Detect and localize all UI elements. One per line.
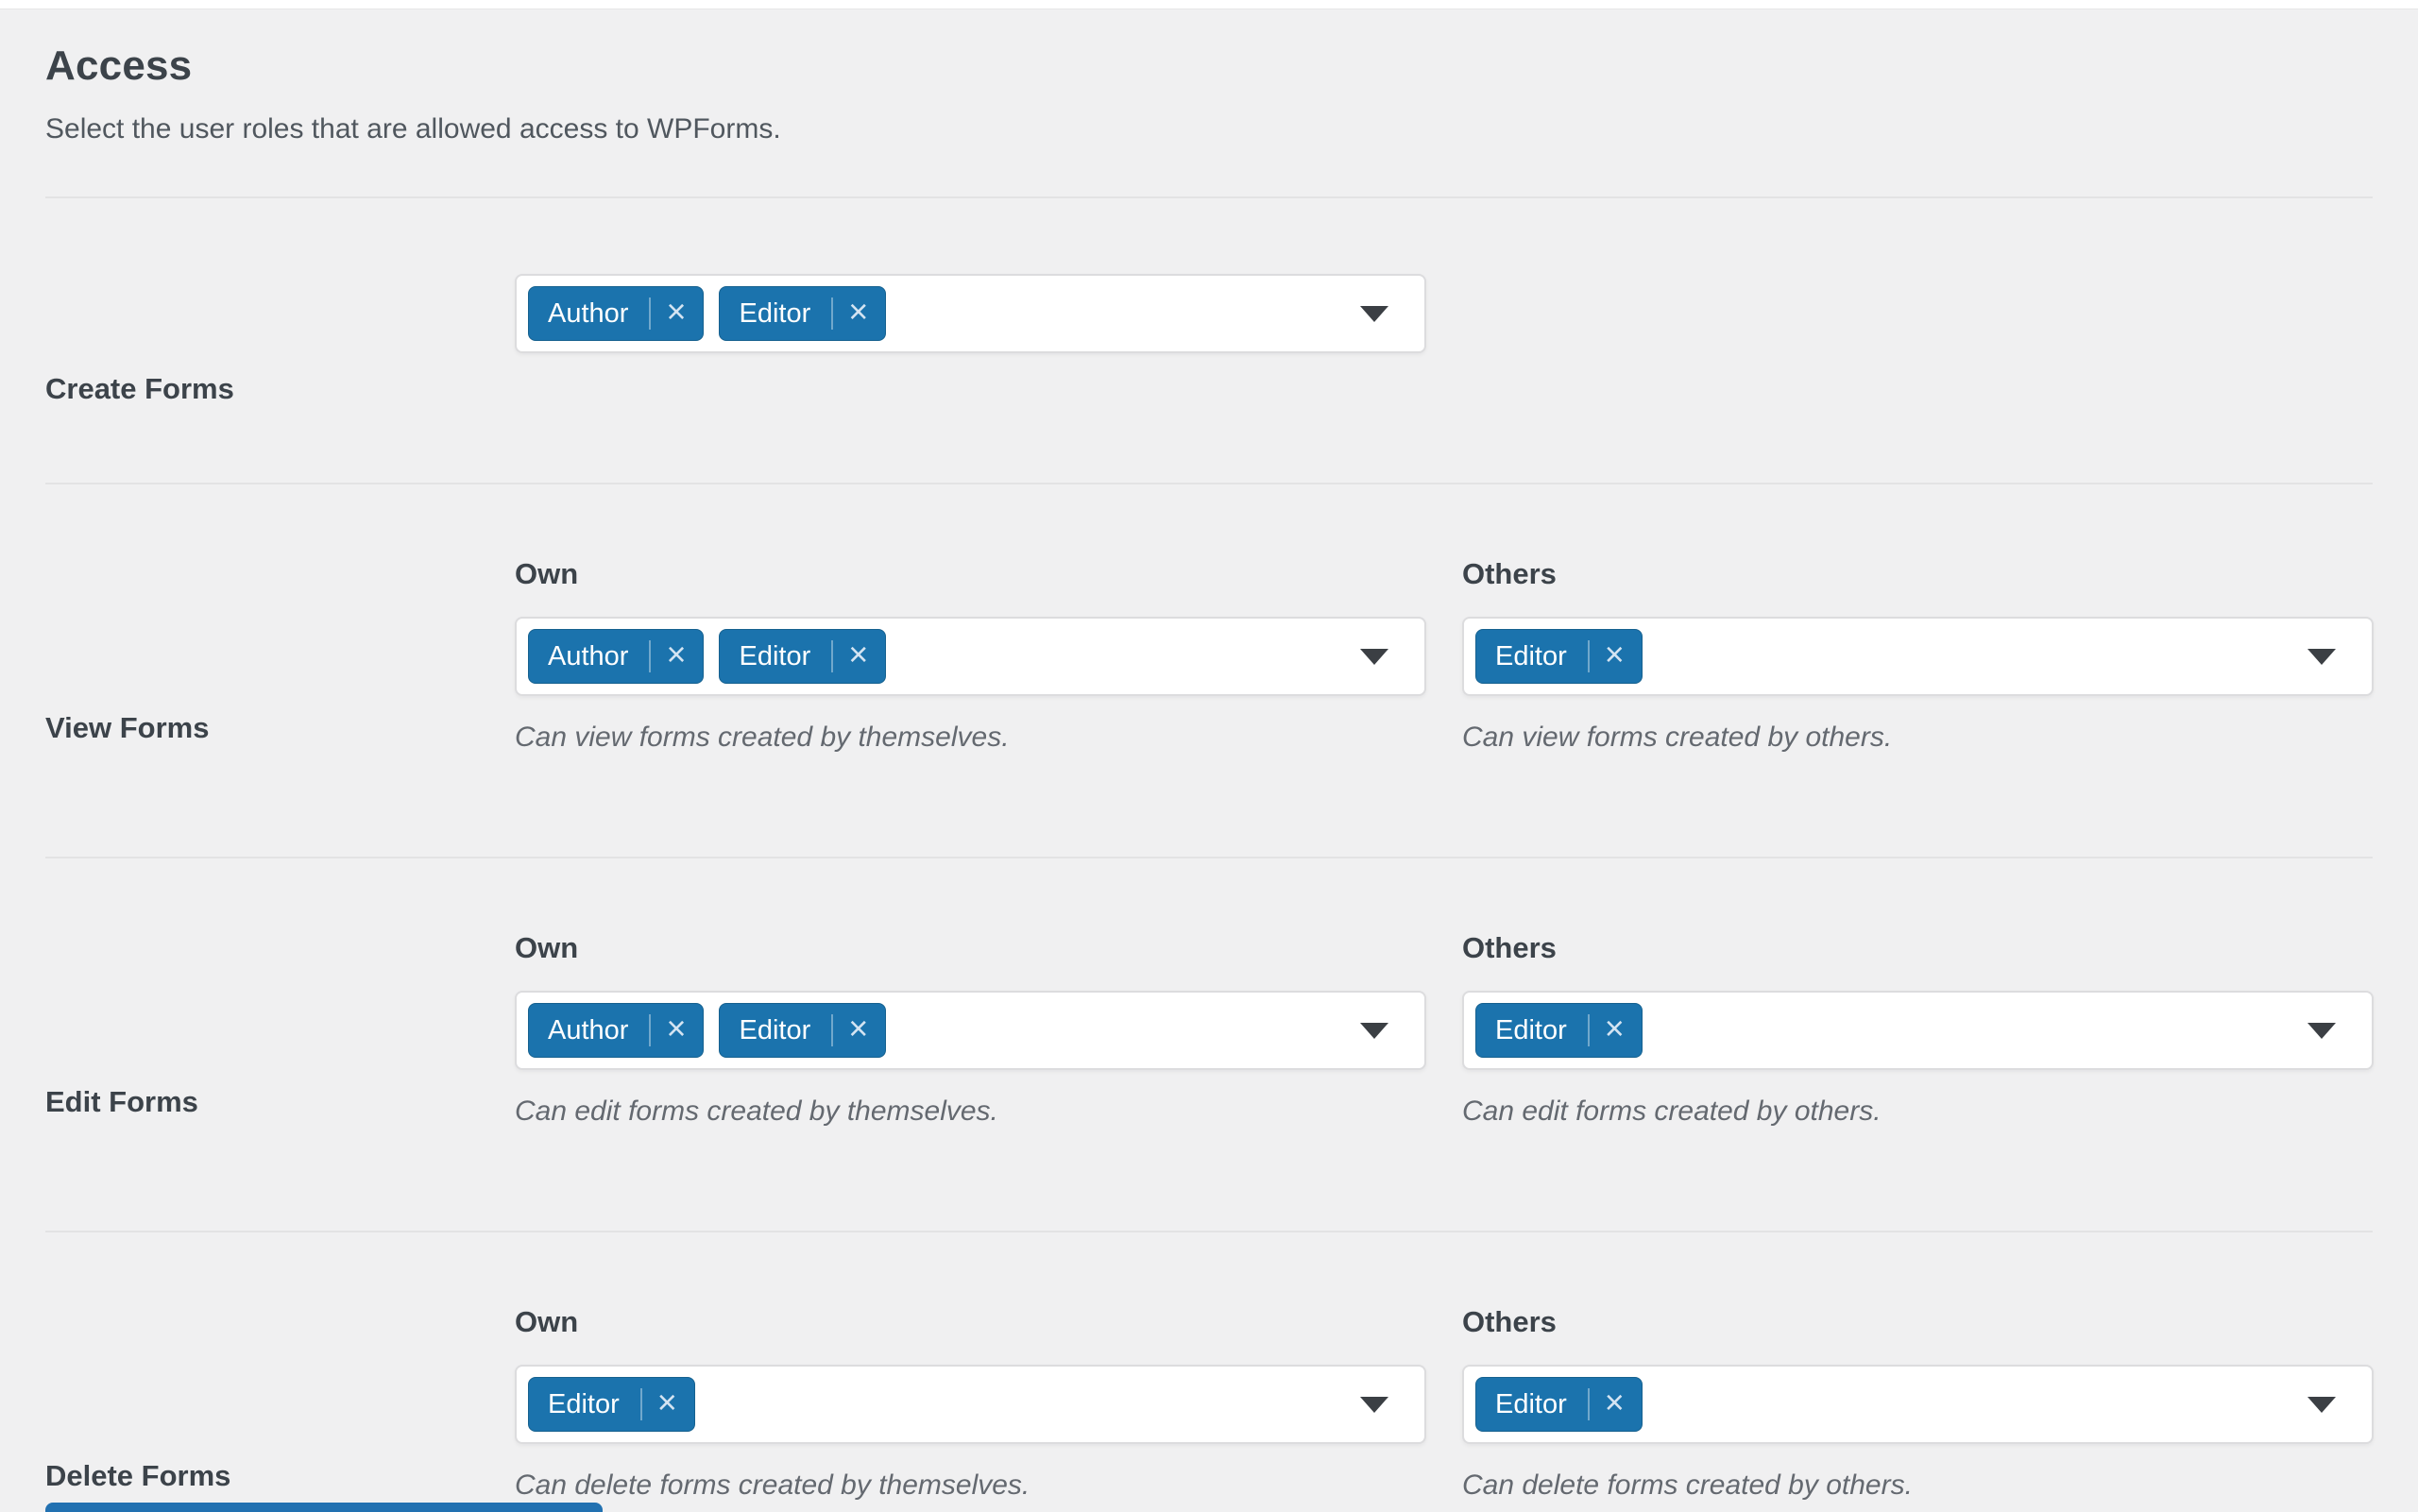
save-settings-button-partial[interactable] (45, 1503, 603, 1512)
dropdown-arrow-icon[interactable] (1360, 1397, 1388, 1413)
dropdown-arrow-icon[interactable] (2307, 1023, 2336, 1039)
setting-label-edit-forms: Edit Forms (45, 1085, 198, 1118)
tag-remove-icon[interactable]: × (666, 292, 687, 331)
dropdown-arrow-icon[interactable] (1360, 306, 1388, 322)
delete-forms-own-select[interactable]: Editor × (515, 1365, 1426, 1444)
tag-divider (649, 1014, 652, 1046)
role-tag-label: Editor (739, 1014, 811, 1045)
access-settings-panel: Access Select the user roles that are al… (0, 43, 2418, 1512)
dropdown-arrow-icon[interactable] (1360, 1023, 1388, 1039)
column-heading-own: Own (515, 931, 579, 964)
role-tag-editor: Editor × (719, 286, 887, 341)
setting-label-delete-forms: Delete Forms (45, 1459, 231, 1492)
column-heading-others: Others (1462, 1305, 1557, 1338)
role-tag-editor: Editor × (1475, 629, 1643, 684)
role-tag-author: Author × (528, 629, 705, 684)
page-description: Select the user roles that are allowed a… (45, 113, 781, 144)
edit-forms-others-select[interactable]: Editor × (1462, 991, 2374, 1070)
field-hint: Can edit forms created by themselves. (515, 1096, 998, 1127)
tag-remove-icon[interactable]: × (848, 635, 869, 673)
field-hint: Can view forms created by others. (1462, 722, 1893, 753)
setting-row-view-forms: View Forms Own Author × Editor × (45, 483, 2374, 857)
edit-forms-own-select[interactable]: Author × Editor × (515, 991, 1426, 1070)
setting-row-create-forms: Create Forms Author × Editor × (45, 196, 2373, 483)
role-tag-author: Author × (528, 1003, 705, 1058)
dropdown-arrow-icon[interactable] (1360, 649, 1388, 665)
top-white-bar (0, 0, 2418, 9)
tag-remove-icon[interactable]: × (1604, 1009, 1625, 1047)
role-tag-label: Editor (548, 1388, 620, 1419)
page-title: Access (45, 42, 193, 89)
tag-remove-icon[interactable]: × (848, 1009, 869, 1047)
setting-label-create-forms: Create Forms (45, 372, 234, 405)
field-hint: Can delete forms created by others. (1462, 1470, 1913, 1501)
tag-remove-icon[interactable]: × (666, 635, 687, 673)
tag-divider (649, 297, 652, 330)
tag-remove-icon[interactable]: × (1604, 635, 1625, 673)
role-tag-editor: Editor × (1475, 1003, 1643, 1058)
role-tag-label: Author (548, 1014, 629, 1045)
role-tag-editor: Editor × (719, 1003, 887, 1058)
view-forms-others-select[interactable]: Editor × (1462, 617, 2374, 696)
role-tag-label: Author (548, 297, 629, 329)
role-tag-label: Editor (1495, 1388, 1567, 1419)
role-tag-author: Author × (528, 286, 705, 341)
role-tag-label: Editor (739, 297, 811, 329)
create-forms-select[interactable]: Author × Editor × (515, 274, 1426, 353)
column-heading-own: Own (515, 557, 579, 590)
field-hint: Can edit forms created by others. (1462, 1096, 1882, 1127)
tag-divider (831, 640, 834, 672)
tag-divider (649, 640, 652, 672)
tag-remove-icon[interactable]: × (666, 1009, 687, 1047)
tag-divider (1587, 1388, 1590, 1420)
tag-divider (831, 297, 834, 330)
setting-label-view-forms: View Forms (45, 711, 210, 744)
role-tag-label: Author (548, 640, 629, 671)
column-heading-others: Others (1462, 557, 1557, 590)
field-hint: Can view forms created by themselves. (515, 722, 1010, 753)
tag-remove-icon[interactable]: × (848, 292, 869, 331)
role-tag-label: Editor (739, 640, 811, 671)
dropdown-arrow-icon[interactable] (2307, 1397, 2336, 1413)
tag-divider (831, 1014, 834, 1046)
dropdown-arrow-icon[interactable] (2307, 649, 2336, 665)
tag-divider (1587, 1014, 1590, 1046)
tag-remove-icon[interactable]: × (656, 1383, 677, 1421)
role-tag-label: Editor (1495, 640, 1567, 671)
setting-row-edit-forms: Edit Forms Own Author × Editor × (45, 857, 2374, 1231)
delete-forms-others-select[interactable]: Editor × (1462, 1365, 2374, 1444)
column-heading-others: Others (1462, 931, 1557, 964)
field-hint: Can delete forms created by themselves. (515, 1470, 1030, 1501)
role-tag-editor: Editor × (719, 629, 887, 684)
role-tag-editor: Editor × (528, 1377, 695, 1432)
tag-divider (1587, 640, 1590, 672)
column-heading-own: Own (515, 1305, 579, 1338)
tag-remove-icon[interactable]: × (1604, 1383, 1625, 1421)
view-forms-own-select[interactable]: Author × Editor × (515, 617, 1426, 696)
setting-row-delete-forms: Delete Forms Own Editor × Can delete for… (45, 1231, 2374, 1512)
role-tag-editor: Editor × (1475, 1377, 1643, 1432)
role-tag-label: Editor (1495, 1014, 1567, 1045)
tag-divider (639, 1388, 642, 1420)
